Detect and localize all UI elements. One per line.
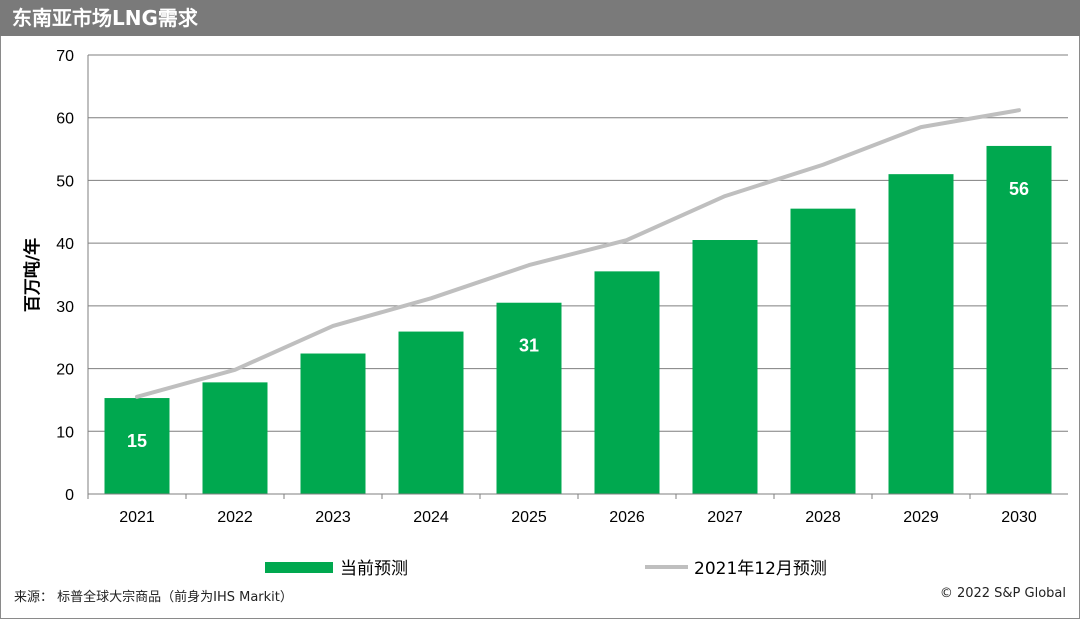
y-tick-label: 0 — [65, 487, 74, 504]
y-tick-label: 30 — [56, 299, 74, 316]
x-tick-label: 2026 — [609, 509, 645, 526]
legend-bar-swatch — [265, 562, 333, 573]
bar-data-label: 56 — [1009, 179, 1029, 199]
bar-data-label: 15 — [127, 431, 147, 451]
x-tick-label: 2027 — [707, 509, 743, 526]
y-axis-label: 百万吨/年 — [22, 238, 43, 312]
x-tick-label: 2021 — [119, 509, 155, 526]
x-tick-label: 2025 — [511, 509, 547, 526]
y-tick-label: 70 — [56, 48, 74, 65]
bar — [790, 208, 856, 494]
x-tick-label: 2022 — [217, 509, 253, 526]
bar — [692, 240, 758, 494]
chart-title: 东南亚市场LNG需求 — [12, 6, 198, 30]
y-tick-label: 40 — [56, 236, 74, 253]
bar-data-label: 31 — [519, 336, 539, 356]
forecast-line — [135, 108, 1021, 399]
y-tick-label: 50 — [56, 173, 74, 190]
bar — [202, 382, 268, 494]
x-tick-label: 2030 — [1001, 509, 1037, 526]
x-tick-label: 2028 — [805, 509, 841, 526]
legend-bar-label: 当前预测 — [340, 559, 408, 579]
bar — [888, 174, 954, 494]
data-labels: 15 31 56 — [127, 179, 1029, 451]
x-tick-label: 2029 — [903, 509, 939, 526]
bar — [594, 271, 660, 494]
bar — [496, 302, 562, 494]
bar — [104, 398, 170, 494]
y-tick-label: 10 — [56, 424, 74, 441]
bar — [398, 331, 464, 494]
bar — [986, 145, 1052, 494]
legend-line-label: 2021年12月预测 — [694, 559, 827, 579]
line-series — [135, 108, 1021, 399]
bar — [300, 353, 366, 494]
copyright-note: © 2022 S&P Global — [939, 586, 1066, 601]
legend: 当前预测 2021年12月预测 — [265, 559, 827, 579]
x-tick-label: 2024 — [413, 509, 449, 526]
x-tick-label: 2023 — [315, 509, 351, 526]
title-bar: 东南亚市场LNG需求 — [0, 0, 1080, 36]
y-tick-label: 20 — [56, 362, 74, 379]
bar-series — [104, 145, 1052, 494]
source-note: 来源： 标普全球大宗商品（前身为IHS Markit） — [14, 590, 293, 605]
y-tick-label: 60 — [56, 111, 74, 128]
